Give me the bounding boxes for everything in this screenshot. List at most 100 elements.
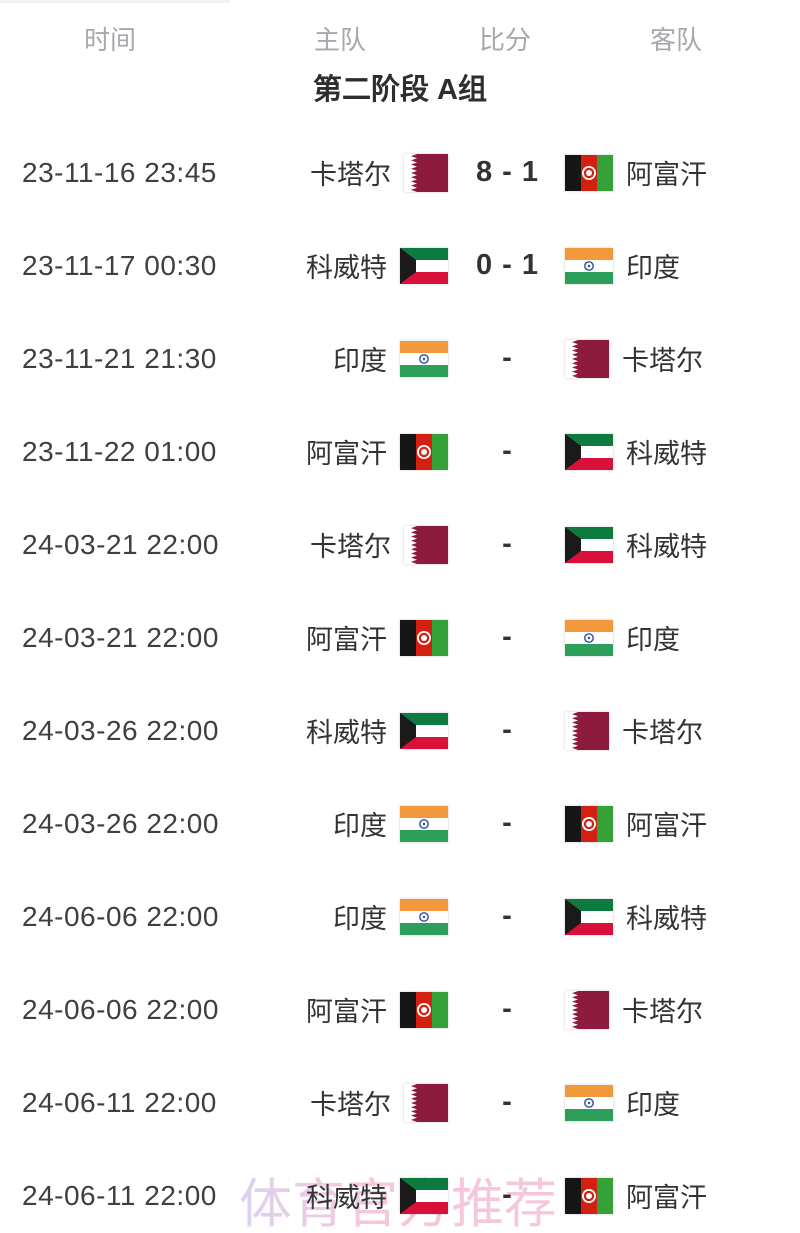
match-score: - xyxy=(502,528,513,560)
kuwait-flag-icon xyxy=(565,526,613,563)
match-score: - xyxy=(502,900,513,932)
home-team-name: 印度 xyxy=(333,811,387,841)
qatar-flag-icon xyxy=(404,1083,448,1122)
column-header-time: 时间 xyxy=(83,25,136,55)
match-row[interactable]: 24-06-11 22:00 卡塔尔 - 印度 xyxy=(0,1056,800,1149)
home-team: 印度 xyxy=(278,897,450,936)
home-team-name: 卡塔尔 xyxy=(310,1090,391,1120)
away-team: 科威特 xyxy=(565,432,800,471)
match-score: - xyxy=(502,342,513,374)
home-team-name: 阿富汗 xyxy=(306,439,387,469)
match-row[interactable]: 24-06-11 22:00 科威特 - 阿富汗 xyxy=(0,1149,800,1233)
match-time: 24-06-06 22:00 xyxy=(22,900,219,932)
match-score: - xyxy=(502,621,513,653)
home-team-name: 科威特 xyxy=(306,253,387,283)
match-row[interactable]: 24-03-21 22:00 卡塔尔 - 科威特 xyxy=(0,498,800,591)
match-row[interactable]: 24-06-06 22:00 印度 - 科威特 xyxy=(0,870,800,963)
afghanistan-flag-icon xyxy=(400,433,448,470)
match-row[interactable]: 23-11-21 21:30 印度 - 卡塔尔 xyxy=(0,312,800,405)
home-team-name: 卡塔尔 xyxy=(310,160,391,190)
home-team: 卡塔尔 xyxy=(278,153,450,192)
kuwait-flag-icon xyxy=(400,247,448,284)
away-team-name: 卡塔尔 xyxy=(622,997,703,1027)
qatar-flag-icon xyxy=(565,711,609,750)
away-team-name: 卡塔尔 xyxy=(622,346,703,376)
away-team: 印度 xyxy=(565,246,800,285)
match-time: 24-03-26 22:00 xyxy=(22,807,219,839)
away-team: 卡塔尔 xyxy=(565,711,800,750)
away-team: 印度 xyxy=(565,1083,800,1122)
match-list: 23-11-16 23:45 卡塔尔 8 - 1 阿富汗 23-11-17 00… xyxy=(0,126,800,1233)
match-score: - xyxy=(502,993,513,1025)
away-team: 印度 xyxy=(565,618,800,657)
match-row[interactable]: 23-11-22 01:00 阿富汗 - 科威特 xyxy=(0,405,800,498)
match-time: 24-06-06 22:00 xyxy=(22,993,219,1025)
kuwait-flag-icon xyxy=(400,1177,448,1214)
home-team-name: 科威特 xyxy=(306,1183,387,1213)
match-score: - xyxy=(502,1179,513,1211)
kuwait-flag-icon xyxy=(565,433,613,470)
away-team-name: 印度 xyxy=(626,253,680,283)
match-score: - xyxy=(502,1086,513,1118)
match-score: - xyxy=(502,807,513,839)
away-team: 卡塔尔 xyxy=(565,990,800,1029)
away-team: 阿富汗 xyxy=(565,153,800,192)
home-team: 阿富汗 xyxy=(278,990,450,1029)
match-time: 24-06-11 22:00 xyxy=(22,1179,217,1211)
match-time: 24-06-11 22:00 xyxy=(22,1086,217,1118)
match-row[interactable]: 24-03-26 22:00 印度 - 阿富汗 xyxy=(0,777,800,870)
match-time: 24-03-21 22:00 xyxy=(22,621,219,653)
table-header: 时间 主队 比分 客队 xyxy=(0,22,800,58)
away-team-name: 阿富汗 xyxy=(626,811,707,841)
india-flag-icon xyxy=(565,247,613,284)
home-team: 阿富汗 xyxy=(278,618,450,657)
india-flag-icon xyxy=(565,619,613,656)
match-row[interactable]: 23-11-17 00:30 科威特 0 - 1 印度 xyxy=(0,219,800,312)
match-score: - xyxy=(502,435,513,467)
away-team-name: 科威特 xyxy=(626,904,707,934)
screenshot-edge-artifact xyxy=(0,0,230,3)
qatar-flag-icon xyxy=(404,525,448,564)
away-team-name: 阿富汗 xyxy=(626,1183,707,1213)
away-team: 阿富汗 xyxy=(565,1176,800,1215)
match-time: 23-11-22 01:00 xyxy=(22,435,217,467)
away-team-name: 科威特 xyxy=(626,439,707,469)
kuwait-flag-icon xyxy=(400,712,448,749)
group-title: 第二阶段 A组 xyxy=(312,74,487,106)
away-team: 科威特 xyxy=(565,897,800,936)
india-flag-icon xyxy=(400,340,448,377)
match-score: - xyxy=(502,714,513,746)
home-team: 印度 xyxy=(278,339,450,378)
afghanistan-flag-icon xyxy=(400,991,448,1028)
home-team-name: 卡塔尔 xyxy=(310,532,391,562)
away-team-name: 阿富汗 xyxy=(626,160,707,190)
match-score: 8 - 1 xyxy=(475,156,540,188)
home-team-name: 阿富汗 xyxy=(306,625,387,655)
match-time: 23-11-17 00:30 xyxy=(22,249,217,281)
away-team: 卡塔尔 xyxy=(565,339,800,378)
india-flag-icon xyxy=(400,805,448,842)
match-row[interactable]: 24-03-26 22:00 科威特 - 卡塔尔 xyxy=(0,684,800,777)
afghanistan-flag-icon xyxy=(565,1177,613,1214)
away-team: 科威特 xyxy=(565,525,800,564)
match-row[interactable]: 24-06-06 22:00 阿富汗 - 卡塔尔 xyxy=(0,963,800,1056)
kuwait-flag-icon xyxy=(565,898,613,935)
match-time: 24-03-26 22:00 xyxy=(22,714,219,746)
home-team: 卡塔尔 xyxy=(278,525,450,564)
india-flag-icon xyxy=(400,898,448,935)
afghanistan-flag-icon xyxy=(400,619,448,656)
home-team: 卡塔尔 xyxy=(278,1083,450,1122)
home-team: 阿富汗 xyxy=(278,432,450,471)
match-row[interactable]: 24-03-21 22:00 阿富汗 - 印度 xyxy=(0,591,800,684)
home-team-name: 印度 xyxy=(333,904,387,934)
home-team: 科威特 xyxy=(278,711,450,750)
column-header-home: 主队 xyxy=(313,25,366,55)
away-team-name: 印度 xyxy=(626,625,680,655)
match-row[interactable]: 23-11-16 23:45 卡塔尔 8 - 1 阿富汗 xyxy=(0,126,800,219)
home-team: 印度 xyxy=(278,804,450,843)
match-score: 0 - 1 xyxy=(475,249,540,281)
away-team-name: 科威特 xyxy=(626,532,707,562)
india-flag-icon xyxy=(565,1084,613,1121)
away-team-name: 印度 xyxy=(626,1090,680,1120)
